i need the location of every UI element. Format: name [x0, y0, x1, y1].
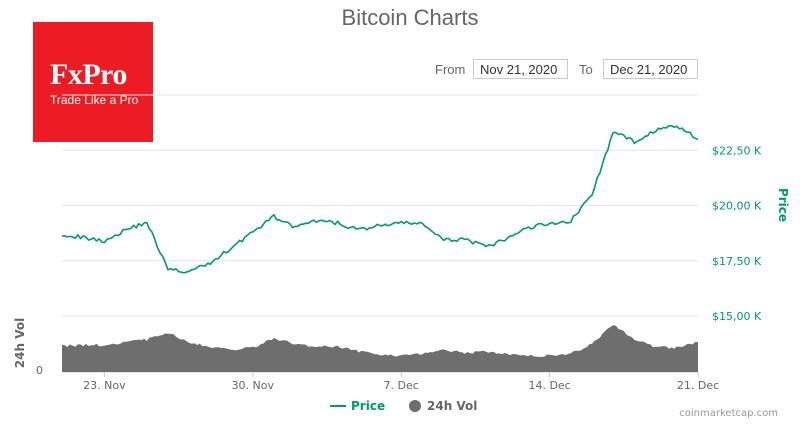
price-series-path[interactable]: [61, 124, 699, 274]
x-axis-tick: 14. Dec: [528, 379, 570, 392]
x-axis-tick: 30. Nov: [232, 379, 275, 392]
price-axis-title: Price: [776, 188, 790, 222]
x-axis-tick: 7. Dec: [384, 379, 419, 392]
volume-area-shape: [62, 325, 698, 372]
volume-axis-title: 24h Vol: [13, 318, 27, 368]
volume-axis-tick: 0: [36, 364, 43, 377]
price-axis-tick: $20,00 K: [712, 200, 762, 213]
fxpro-logo[interactable]: FxPro Trade Like a Pro: [33, 22, 153, 142]
legend-volume-label: 24h Vol: [427, 399, 477, 413]
from-label: From: [435, 62, 466, 77]
x-axis-tick: 21. Dec: [677, 379, 719, 392]
from-date-input[interactable]: Nov 21, 2020: [473, 59, 568, 79]
logo-tagline: Trade Like a Pro: [50, 93, 139, 107]
price-axis-tick: $22,50 K: [712, 144, 762, 157]
logo-wordmark: FxPro: [50, 58, 127, 91]
legend-item-volume[interactable]: 24h Vol: [409, 399, 477, 413]
price-axis-tick: $15,00 K: [712, 310, 762, 323]
price-axis-ticks: $15,00 K $17,50 K $20,00 K $22,50 K: [712, 144, 762, 323]
volume-area: [62, 325, 698, 372]
chart-title: Bitcoin Charts: [342, 5, 479, 30]
to-label: To: [579, 62, 593, 77]
x-axis-tick: 23. Nov: [83, 379, 126, 392]
to-date-input[interactable]: Dec 21, 2020: [603, 59, 698, 79]
price-axis-tick: $17,50 K: [712, 255, 762, 268]
legend-price-label: Price: [351, 399, 385, 413]
x-axis-ticks: 23. Nov 30. Nov 7. Dec 14. Dec 21. Dec: [83, 372, 719, 392]
price-line[interactable]: [61, 124, 699, 274]
grid-lines: [62, 94, 698, 373]
credits-link[interactable]: coinmarketcap.com: [679, 408, 778, 419]
legend-item-price[interactable]: Price: [330, 399, 385, 413]
volume-dot-icon: [409, 400, 421, 412]
